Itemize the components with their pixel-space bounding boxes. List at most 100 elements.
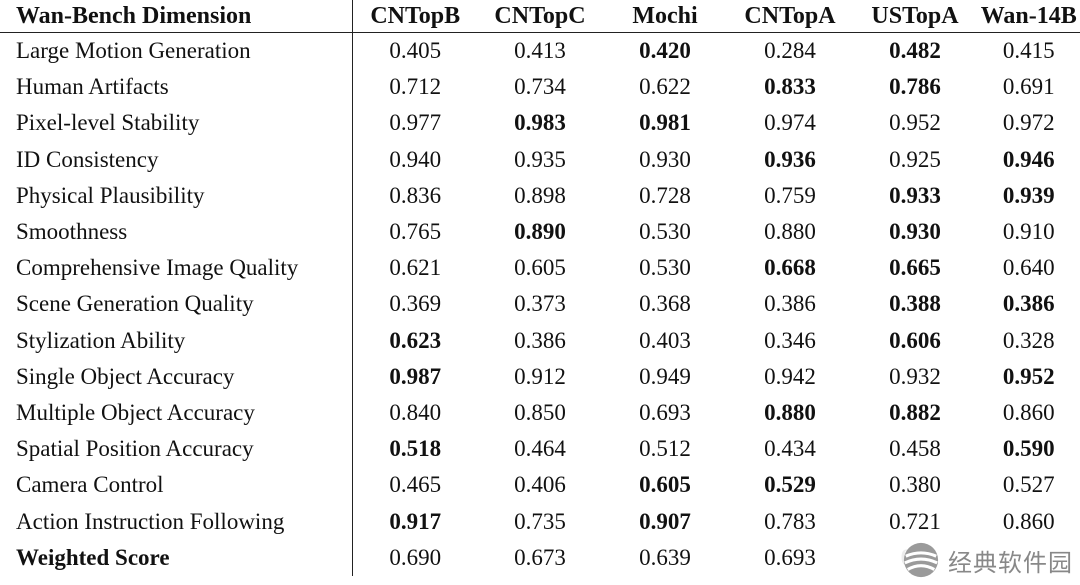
score-cell: 0.373 xyxy=(514,291,566,317)
score-cell: 0.464 xyxy=(514,436,566,462)
score-cell: 0.518 xyxy=(389,436,442,462)
score-cell: 0.590 xyxy=(1002,436,1055,462)
table-row: Scene Generation Quality 0.369 0.373 0.368 0… xyxy=(0,286,1080,323)
score-cell: 0.912 xyxy=(514,363,566,389)
column-header-mochi: Mochi xyxy=(602,0,728,33)
score-cell: 0.527 xyxy=(1002,472,1055,498)
score-cell: 0.936 xyxy=(764,146,816,172)
score-cell: 0.434 xyxy=(764,436,816,462)
score-cell: 0.712 xyxy=(389,74,442,100)
score-cell: 0.691 xyxy=(1002,74,1055,100)
score-cell: 0.981 xyxy=(639,110,691,136)
score-cell: 0.606 xyxy=(889,327,941,353)
dimension-cell: Scene Generation Quality xyxy=(0,286,353,323)
column-header-dimension: Wan-Bench Dimension xyxy=(0,0,353,33)
score-cell: 0.880 xyxy=(764,399,816,425)
score-cell: 0.369 xyxy=(389,291,442,317)
column-header-cntopb: CNTopB xyxy=(352,0,478,33)
score-cell: 0.932 xyxy=(889,363,941,389)
dimension-cell: Smoothness xyxy=(0,213,353,251)
score-cell: 0.415 xyxy=(1002,38,1055,64)
score-cell: 0.930 xyxy=(889,219,941,245)
score-cell: 0.987 xyxy=(389,363,442,389)
score-cell: 0.386 xyxy=(514,327,566,353)
score-cell: 0.783 xyxy=(764,508,816,534)
score-cell: 0.386 xyxy=(1002,291,1055,317)
score-cell: 0.917 xyxy=(389,508,442,534)
score-cell: 0.368 xyxy=(639,291,691,317)
score-cell: 0.512 xyxy=(639,436,691,462)
table-row: Camera Control 0.465 0.406 0.605 0.529 0.380 0… xyxy=(0,467,1080,504)
table-row: Stylization Ability 0.623 0.386 0.403 0.346 0… xyxy=(0,322,1080,359)
score-cell: 0.759 xyxy=(764,182,816,208)
score-cell: 0.935 xyxy=(514,146,566,172)
score-cell: 0.860 xyxy=(1002,508,1055,534)
sphere-logo-icon xyxy=(903,542,939,578)
score-cell: 0.405 xyxy=(389,38,442,64)
score-cell: 0.665 xyxy=(889,255,941,281)
score-cell: 0.622 xyxy=(639,74,691,100)
table-body: Large Motion Generation 0.405 0.413 0.420 0.… xyxy=(0,32,1080,576)
score-cell: 0.605 xyxy=(514,255,566,281)
table-row: Multiple Object Accuracy 0.840 0.850 0.693 0… xyxy=(0,394,1080,432)
score-cell: 0.765 xyxy=(389,219,442,245)
score-cell: 0.668 xyxy=(764,255,816,281)
dimension-cell: Physical Plausibility xyxy=(0,177,353,214)
column-header-wan-14b: Wan-14B xyxy=(977,0,1080,33)
score-cell: 0.907 xyxy=(639,508,691,534)
score-cell: 0.898 xyxy=(514,182,566,208)
score-cell: 0.458 xyxy=(889,436,941,462)
table-row: Large Motion Generation 0.405 0.413 0.420 0.… xyxy=(0,32,1080,70)
dimension-cell: ID Consistency xyxy=(0,141,353,178)
table-row: Human Artifacts 0.712 0.734 0.622 0.833 0.786… xyxy=(0,69,1080,106)
score-cell: 0.328 xyxy=(1002,327,1055,353)
score-cell: 0.850 xyxy=(514,399,566,425)
dimension-cell: Action Instruction Following xyxy=(0,503,353,540)
score-cell: 0.977 xyxy=(389,110,442,136)
score-cell: 0.605 xyxy=(639,472,691,498)
score-cell: 0.940 xyxy=(389,146,442,172)
score-cell: 0.693 xyxy=(764,544,816,570)
column-header-cntopa: CNTopA xyxy=(727,0,853,33)
score-cell: 0.833 xyxy=(764,74,816,100)
table-row: Comprehensive Image Quality 0.621 0.605 0.5… xyxy=(0,250,1080,287)
score-cell: 0.952 xyxy=(889,110,941,136)
score-cell: 0.860 xyxy=(1002,399,1055,425)
score-cell: 0.530 xyxy=(639,219,691,245)
table-row: ID Consistency 0.940 0.935 0.930 0.936 0.925 0… xyxy=(0,141,1080,178)
score-cell: 0.972 xyxy=(1002,110,1055,136)
dimension-cell: Pixel-level Stability xyxy=(0,105,353,142)
table-row: Single Object Accuracy 0.987 0.912 0.949 0.9… xyxy=(0,358,1080,395)
score-cell: 0.930 xyxy=(639,146,691,172)
dimension-cell: Large Motion Generation xyxy=(0,32,353,70)
score-cell: 0.735 xyxy=(514,508,566,534)
score-cell: 0.786 xyxy=(889,74,941,100)
table-row: Spatial Position Accuracy 0.518 0.464 0.512… xyxy=(0,431,1080,468)
score-cell: 0.623 xyxy=(389,327,442,353)
score-cell: 0.639 xyxy=(639,544,691,570)
dimension-cell: Multiple Object Accuracy xyxy=(0,394,353,432)
score-cell: 0.949 xyxy=(639,363,691,389)
score-cell: 0.420 xyxy=(639,38,691,64)
score-cell: 0.880 xyxy=(764,219,816,245)
score-cell: 0.910 xyxy=(1002,219,1055,245)
score-cell: 0.728 xyxy=(639,182,691,208)
score-cell: 0.640 xyxy=(1002,255,1055,281)
table-row: Physical Plausibility 0.836 0.898 0.728 0.75… xyxy=(0,177,1080,214)
score-cell: 0.413 xyxy=(514,38,566,64)
score-cell: 0.403 xyxy=(639,327,691,353)
header-row: Wan-Bench Dimension CNTopB CNTopC Mochi … xyxy=(0,0,1080,33)
table-row: Pixel-level Stability 0.977 0.983 0.981 0.97… xyxy=(0,105,1080,142)
score-cell: 0.482 xyxy=(889,38,941,64)
score-cell: 0.840 xyxy=(389,399,442,425)
score-cell: 0.529 xyxy=(764,472,816,498)
score-cell: 0.690 xyxy=(389,544,442,570)
dimension-cell: Single Object Accuracy xyxy=(0,358,353,395)
dimension-cell: Comprehensive Image Quality xyxy=(0,250,353,287)
score-cell: 0.693 xyxy=(639,399,691,425)
score-cell: 0.406 xyxy=(514,472,566,498)
score-cell: 0.983 xyxy=(514,110,566,136)
score-cell: 0.974 xyxy=(764,110,816,136)
watermark: 经典软件园 xyxy=(898,538,1079,582)
